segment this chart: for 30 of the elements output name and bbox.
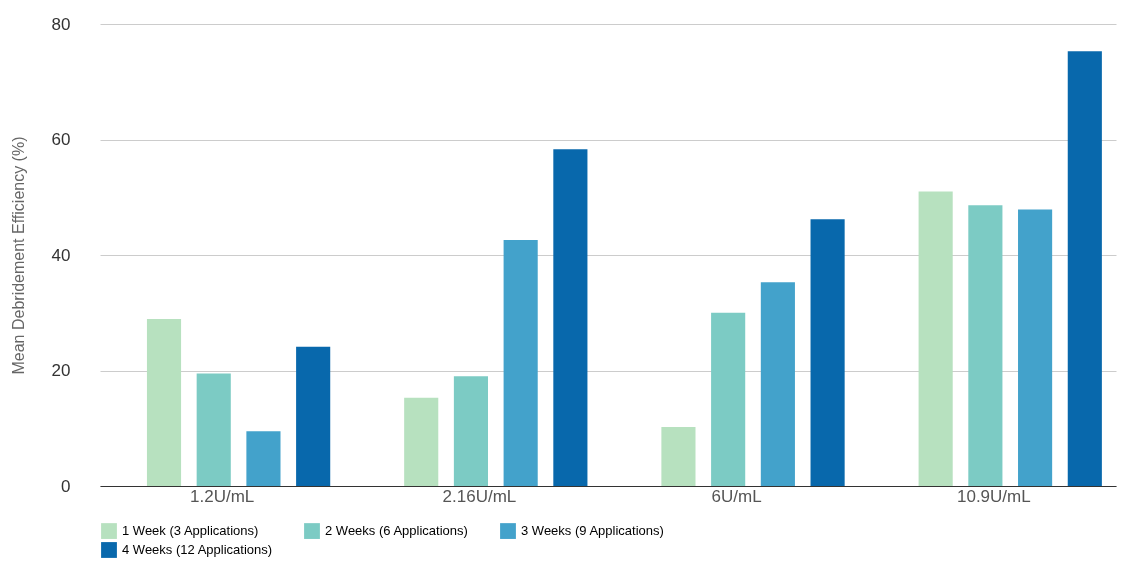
y-tick-label: 20 [51,361,71,380]
x-tick-label: 6U/mL [711,486,762,506]
bar [810,219,845,486]
legend-label: 1 Week (3 Applications) [122,523,259,539]
bar [404,397,439,486]
y-tick-label: 60 [51,130,71,149]
bar [453,376,488,486]
legend-label: 3 Weeks (9 Applications) [521,523,664,539]
bar [968,205,1003,486]
bar [1018,209,1053,486]
x-tick-label: 2.16U/mL [442,486,517,506]
bar [246,431,281,486]
legend-label: 4 Weeks (12 Applications) [122,542,273,557]
bar [760,282,795,486]
y-tick-label: 40 [51,245,71,265]
bar [146,319,182,486]
bar [918,191,953,486]
legend-label: 2 Weeks (6 Applications) [325,523,468,539]
y-axis-title: Mean Debridement Efficiency (%) [9,136,27,375]
y-tick-label: 0 [61,476,71,496]
bar [711,312,746,486]
x-tick-label: 10.9U/mL [956,486,1031,506]
bar [1067,51,1102,486]
y-tick-label: 80 [51,14,71,34]
bar [553,149,588,486]
bar [661,427,696,486]
bar [196,373,231,486]
x-tick-label: 1.2U/mL [190,486,255,506]
bar [503,239,538,486]
bar [296,346,331,486]
